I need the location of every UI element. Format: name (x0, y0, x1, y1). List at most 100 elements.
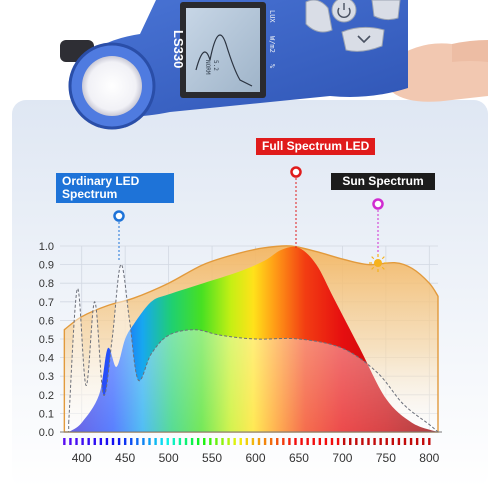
color-bar-tick (251, 438, 255, 445)
x-tick-labels: 400 450 500 550 600 650 700 750 800 (72, 451, 440, 465)
color-bar-tick (63, 438, 66, 445)
color-bar-tick (233, 438, 236, 445)
color-bar-tick (373, 438, 376, 445)
display-text-c: % (268, 64, 276, 69)
color-bar-tick (276, 438, 279, 445)
x-tick-label: 700 (332, 451, 352, 465)
color-bar-tick (324, 438, 328, 445)
left-button[interactable] (305, 0, 333, 33)
meter-display (186, 8, 260, 92)
color-bar-tick (245, 438, 249, 445)
color-bar-tick (154, 438, 157, 445)
color-bar-tick (257, 438, 261, 445)
full-spectrum-label: Full Spectrum LED (256, 138, 376, 155)
display-text-d: NORM (204, 60, 211, 75)
color-bar-tick (409, 438, 413, 445)
color-bar-tick (355, 438, 358, 445)
color-bar-tick (367, 438, 370, 445)
display-curve (195, 34, 253, 87)
model-label: LS330 (171, 30, 186, 68)
sun-ray (381, 266, 385, 270)
y-tick-label: 0.3 (39, 371, 54, 383)
y-tick-label: 0.1 (39, 408, 54, 420)
y-tick-label: 0.4 (39, 353, 54, 365)
color-bar-tick (105, 438, 109, 445)
color-bar-tick (385, 438, 388, 445)
x-tick-label: 600 (246, 451, 266, 465)
color-bar-tick (361, 438, 364, 445)
color-bar-tick (318, 438, 322, 445)
color-bar-tick (391, 438, 395, 445)
x-tick-label: 750 (376, 451, 396, 465)
markers (113, 166, 387, 272)
color-bar-tick (312, 438, 315, 445)
color-bar-tick (263, 438, 267, 445)
display-labels: NORM 5.2 (204, 60, 219, 75)
up-button[interactable] (371, 0, 401, 21)
color-bar-tick (239, 438, 242, 445)
x-tick-label: 550 (202, 451, 222, 465)
color-bar-tick (172, 438, 176, 445)
color-bar-tick (123, 438, 127, 445)
x-tick-label: 800 (419, 451, 439, 465)
color-bar-tick (306, 438, 309, 445)
meter-buttons (305, 0, 401, 52)
color-bar-tick (203, 438, 206, 445)
x-tick-label: 400 (72, 451, 92, 465)
sun-icon (374, 259, 382, 267)
color-bar-tick (282, 438, 285, 445)
color-bar-tick (397, 438, 401, 445)
color-bar-tick (136, 438, 139, 445)
sun-ray (371, 256, 375, 260)
ordinary-marker (113, 210, 125, 222)
y-tick-labels: 0.0 0.1 0.2 0.3 0.4 0.5 0.6 0.7 0.8 0.9 1.0 (39, 241, 54, 439)
color-bar-tick (336, 438, 340, 445)
color-bar-tick (379, 438, 382, 445)
color-bar-tick (403, 438, 407, 445)
color-bar-tick (288, 438, 291, 445)
sun-spectrum-label: Sun Spectrum (331, 173, 435, 190)
y-tick-label: 0.9 (39, 260, 54, 272)
ordinary-led-area (68, 264, 440, 433)
sun-ray (381, 256, 385, 260)
full-marker (290, 166, 302, 178)
power-button[interactable] (331, 0, 357, 23)
power-icon (337, 3, 351, 18)
color-bar-tick (269, 438, 273, 445)
x-tick-label: 650 (289, 451, 309, 465)
y-tick-label: 0.2 (39, 390, 54, 402)
color-bar-tick (215, 438, 218, 445)
y-tick-label: 0.0 (39, 427, 54, 439)
color-bar-tick (99, 438, 103, 445)
color-bar-tick (69, 438, 72, 445)
x-tick-label: 450 (115, 451, 135, 465)
color-bar-tick (75, 438, 78, 445)
light-meter: LUX W/m2 % NORM 5.2 LS330 (60, 0, 408, 130)
color-bar-tick (111, 438, 115, 445)
wavelength-color-bar (63, 438, 431, 445)
color-bar-tick (196, 438, 200, 445)
y-tick-label: 0.6 (39, 315, 54, 327)
color-bar-tick (166, 438, 169, 445)
color-bar-tick (142, 438, 145, 445)
color-bar-tick (81, 438, 84, 445)
x-tick-label: 500 (159, 451, 179, 465)
down-button[interactable] (341, 26, 385, 52)
color-bar-tick (422, 438, 425, 445)
color-bar-tick (93, 438, 96, 445)
y-tick-label: 0.5 (39, 334, 54, 346)
color-bar-tick (349, 438, 352, 445)
display-text-b: W/m2 (268, 36, 276, 53)
y-tick-label: 0.7 (39, 297, 54, 309)
display-readouts: LUX W/m2 % (268, 10, 276, 69)
chevron-down-icon (357, 35, 371, 44)
sun-marker (372, 198, 384, 210)
color-bar-tick (178, 438, 182, 445)
color-bar-tick (227, 438, 230, 445)
color-bar-tick (148, 438, 151, 445)
color-bar-tick (190, 438, 194, 445)
color-bar-tick (294, 438, 297, 445)
sensor-lens (82, 56, 142, 116)
color-bar-tick (130, 438, 133, 445)
